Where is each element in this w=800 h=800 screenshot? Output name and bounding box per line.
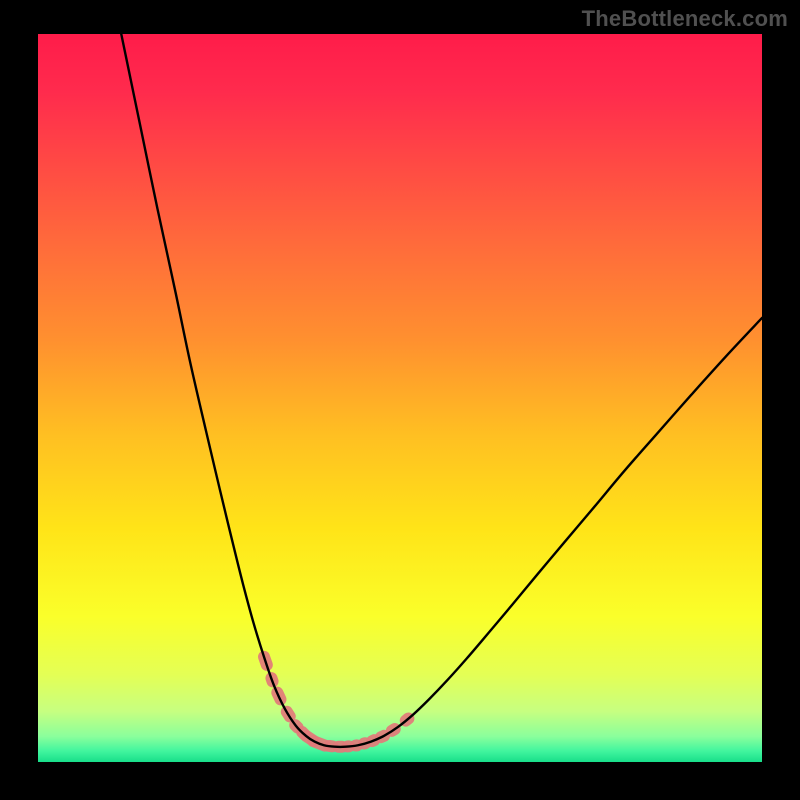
chart-root: TheBottleneck.com [0, 0, 800, 800]
gradient-background [38, 34, 762, 762]
watermark-label: TheBottleneck.com [582, 6, 788, 32]
bottleneck-plot [38, 34, 762, 762]
